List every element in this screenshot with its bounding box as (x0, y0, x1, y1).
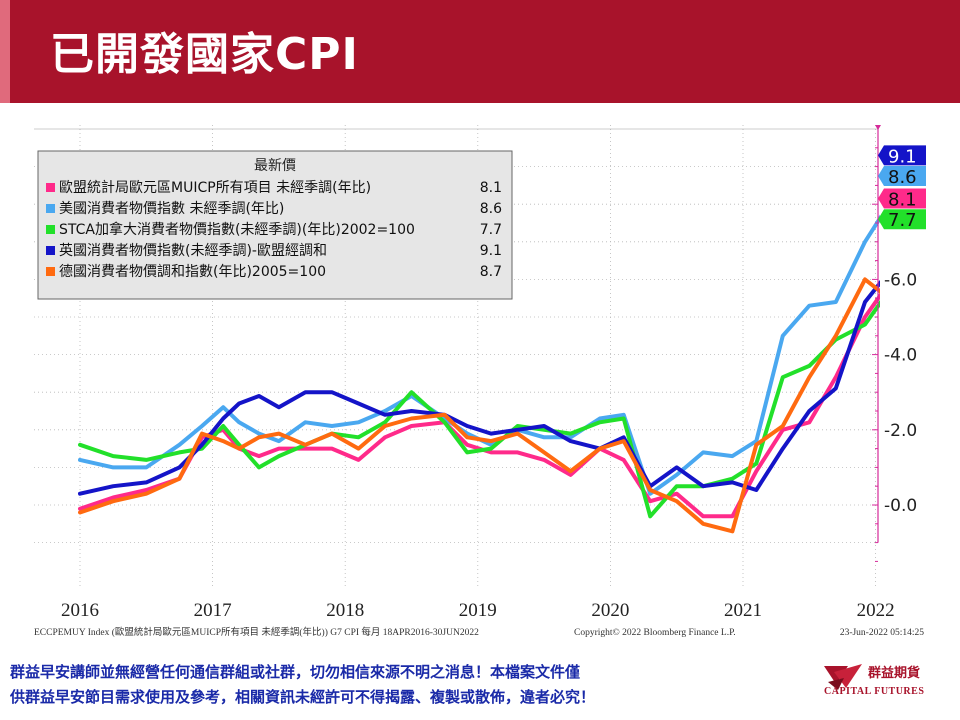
disclaimer: 群益早安講師並無經營任何通信群組或社群，切勿相信來源不明之消息！本檔案文件僅 供… (10, 660, 810, 710)
legend-swatch (46, 246, 55, 255)
series-line (78, 277, 880, 534)
legend-value: 8.7 (480, 264, 502, 280)
last-value-tag (878, 188, 926, 209)
page-title: 已開發國家CPI (50, 29, 359, 80)
x-tick-label: 2020 (591, 600, 629, 621)
legend-swatch (46, 267, 55, 276)
chart: -0.0 -2.0 -4.0 -6.0 2016 2017 2018 2019 2020 202… (34, 125, 926, 638)
source-left: ECCPEMUY Index (歐盟統計局歐元區MUICP所有項目 未經季調(年… (34, 626, 479, 638)
legend-label: 德國消費者物價調和指數(年比)2005=100 (59, 263, 326, 280)
last-value-label: 8.1 (888, 190, 917, 211)
legend-value: 8.1 (480, 180, 502, 196)
last-value-tag (878, 145, 926, 166)
logo-name: 群益期貨 (868, 666, 921, 681)
legend-label: 美國消費者物價指數 未經季調(年比) (59, 200, 284, 217)
x-tick-label: 2018 (326, 600, 364, 621)
last-value-label: 7.7 (888, 210, 917, 231)
legend-label: 歐盟統計局歐元區MUICP所有項目 未經季調(年比) (59, 180, 371, 196)
last-value-label: 8.6 (888, 167, 917, 188)
y-tick-label: -2.0 (884, 421, 917, 441)
last-value-tag (878, 209, 926, 230)
x-tick-label: 2017 (194, 600, 232, 621)
logo-english: CAPITAL FUTURES (824, 686, 925, 697)
legend: 最新價 歐盟統計局歐元區MUICP所有項目 未經季調(年比) 8.1 美國消費者物價… (37, 150, 513, 300)
legend-swatch (46, 183, 55, 192)
capital-futures-logo-icon (824, 664, 862, 690)
y-tick-label: -4.0 (884, 346, 917, 366)
legend-swatch (46, 225, 55, 234)
series-line (78, 279, 880, 496)
legend-value: 8.6 (480, 201, 502, 217)
x-tick-label: 2021 (724, 600, 762, 621)
header-bar (0, 0, 960, 103)
legend-value: 9.1 (480, 243, 502, 259)
series-lines (78, 214, 880, 534)
source-right: 23-Jun-2022 05:14:25 (840, 628, 924, 638)
last-value-tags: 9.18.68.17.7 (878, 145, 926, 231)
y-axis: -0.0 -2.0 -4.0 -6.0 (872, 125, 917, 562)
x-tick-label: 2016 (61, 600, 99, 621)
x-axis: 2016 2017 2018 2019 2020 2021 2022 (61, 600, 895, 621)
legend-swatch (46, 204, 55, 213)
y-axis-arrow (875, 125, 881, 130)
last-value-tag (878, 166, 926, 186)
legend-value: 7.7 (480, 222, 502, 238)
legend-title: 最新價 (254, 157, 296, 174)
header-accent (0, 0, 10, 103)
y-tick-label: -6.0 (884, 270, 917, 290)
y-tick-label: -0.0 (884, 496, 917, 516)
legend-label: STCA加拿大消費者物價指數(未經季調)(年比)2002=100 (59, 221, 415, 238)
series-line (78, 292, 880, 519)
x-tick-label: 2019 (459, 600, 497, 621)
legend-label: 英國消費者物價指數(未經季調)-歐盟經調和 (59, 242, 327, 259)
source-center: Copyright© 2022 Bloomberg Finance L.P. (574, 627, 736, 638)
disclaimer-line-2: 供群益早安節目需求使用及參考，相關資訊未經許可不得揭露、複製或散佈，違者必究！ (10, 688, 596, 706)
last-value-label: 9.1 (888, 146, 917, 167)
disclaimer-line-1: 群益早安講師並無經營任何通信群組或社群，切勿相信來源不明之消息！本檔案文件僅 (10, 663, 581, 681)
x-tick-label: 2022 (857, 600, 895, 621)
